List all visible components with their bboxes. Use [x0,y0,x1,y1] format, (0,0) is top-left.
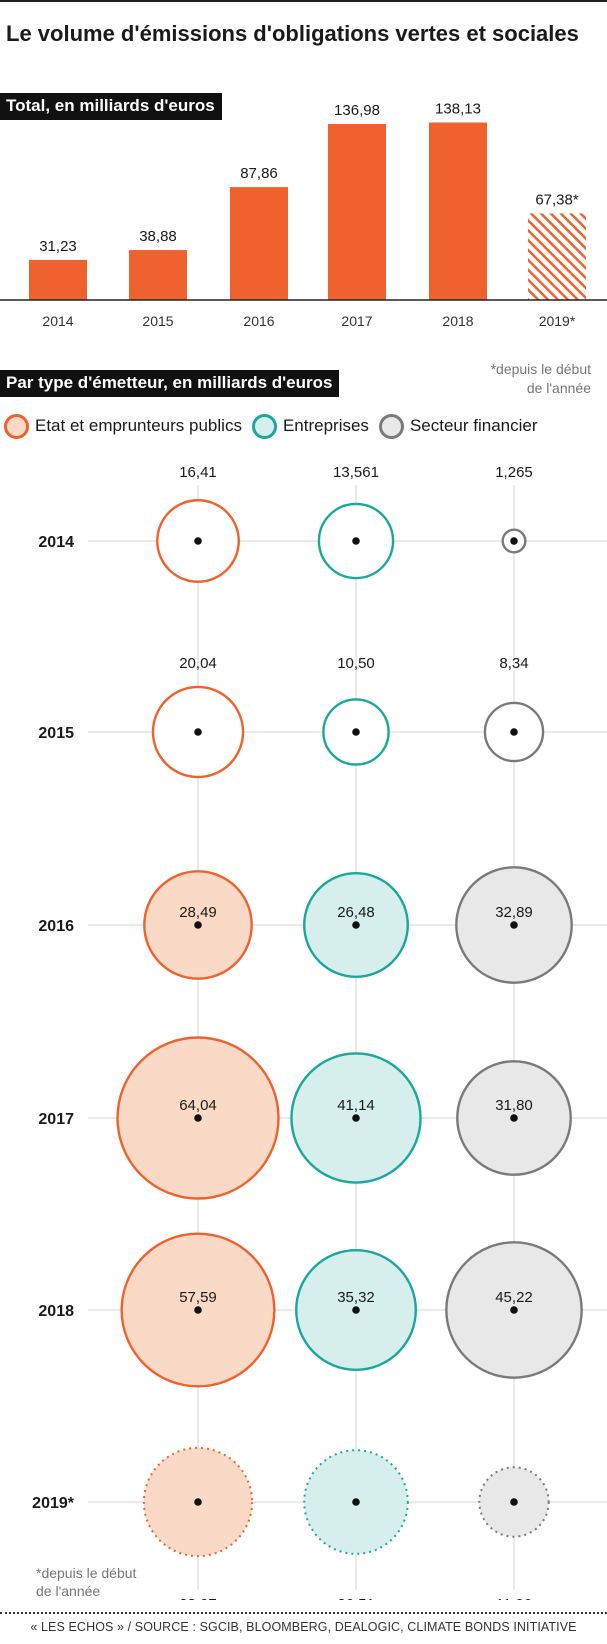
bubble-value-label: 57,59 [179,1289,217,1306]
top-rule [0,0,607,2]
legend-label-financial: Secteur financier [409,416,538,435]
source-footer: « LES ECHOS » / SOURCE : SGCIB, BLOOMBER… [30,1620,577,1634]
bubble-center-dot [510,537,518,545]
bubble-value-label: 10,50 [337,655,375,672]
bubble-center-dot [352,1306,360,1314]
bubble-value-label: 26,51 [337,1596,375,1600]
bubble-center-dot [194,537,202,545]
bar-2016 [230,187,288,300]
row-year-label: 2019* [32,1495,75,1512]
bar-category-label: 2014 [42,313,73,329]
bar-2015 [129,250,187,300]
bubble-value-label: 45,22 [495,1289,533,1306]
bubble-value-label: 20,04 [179,655,217,672]
bar-value-label: 38,88 [139,228,177,245]
row-year-label: 2017 [38,1111,74,1128]
bar-value-label: 136,98 [334,102,380,119]
row-year-label: 2014 [38,534,74,551]
bubble-center-dot [510,1114,518,1122]
note-top-line-1: *depuis le début [490,361,591,377]
bubble-center-dot [510,1498,518,1506]
note-bottom-line-1: *depuis le début [36,1565,137,1581]
bar-value-label: 31,23 [39,238,77,255]
bar-value-label: 87,86 [240,165,278,182]
bubble-center-dot [352,1114,360,1122]
note-top-line-2: de l'année [526,380,591,396]
issuer-bubble-chart: 2014 16,41 13,561 1,265 2015 20,04 10,50 8,34 20… [32,464,607,1600]
bar-2018 [429,122,487,300]
bubble-center-dot [352,537,360,545]
bubble-value-label: 11,90 [496,1596,532,1600]
bubble-value-label: 16,41 [179,464,217,481]
total-bar-chart: 31,23 2014 38,88 2015 87,86 2016 136,98 2017 138… [0,101,607,329]
bar-category-label: 2018 [442,313,473,329]
bar-category-label: 2016 [243,313,274,329]
note-bottom-line-2: de l'année [36,1583,101,1599]
bar-category-label: 2019* [539,313,576,329]
bubble-value-label: 13,561 [333,464,379,481]
legend-item-companies: Entreprises [251,413,369,439]
row-year-label: 2015 [38,725,74,742]
bubble-center-dot [194,728,202,736]
legend-item-financial: Secteur financier [378,413,538,439]
bubble-value-label: 26,48 [337,904,375,921]
legend-item-public: Etat et emprunteurs publics [4,413,242,439]
note-partial-year-top: *depuis le début de l'année [491,360,591,398]
legend-swatch-public [4,413,29,439]
bubble-center-dot [194,1114,202,1122]
bar-category-label: 2017 [341,313,372,329]
bubble-center-dot [510,921,518,929]
page-title: Le volume d'émissions d'obligations vert… [6,21,579,46]
legend: Etat et emprunteurs publics Entreprises … [4,411,548,441]
bubble-value-label: 31,80 [495,1097,533,1114]
bubble-center-dot [352,728,360,736]
bubble-value-label: 1,265 [495,464,533,481]
bubble-center-dot [510,728,518,736]
bar-chart-label: Total, en milliards d'euros [0,93,222,120]
footer-rule [0,1612,607,1614]
bar-2019-partial [528,213,586,300]
bar-category-label: 2015 [142,313,173,329]
bubble-center-dot [194,1498,202,1506]
legend-swatch-companies [251,413,277,439]
bubble-value-label: 35,32 [337,1289,375,1306]
bubble-center-dot [194,921,202,929]
bubble-value-label: 28,97 [179,1596,217,1600]
bubble-center-dot [510,1306,518,1314]
bubble-center-dot [352,1498,360,1506]
bar-value-label: 138,13 [435,101,481,118]
bubble-center-dot [194,1306,202,1314]
bar-2017 [328,123,386,300]
note-partial-year-bottom: *depuis le début de l'année [36,1564,136,1600]
bar-2014 [29,259,87,300]
bubble-center-dot [352,921,360,929]
bubble-value-label: 41,14 [337,1097,375,1114]
bar-value-label: 67,38* [535,191,579,208]
legend-swatch-financial [378,413,404,439]
bubble-value-label: 28,49 [179,904,217,921]
bubble-value-label: 32,89 [495,904,533,921]
legend-label-public: Etat et emprunteurs publics [35,416,242,435]
row-year-label: 2018 [38,1303,74,1320]
row-year-label: 2016 [38,918,74,935]
legend-label-companies: Entreprises [282,416,369,435]
bubble-value-label: 8,34 [499,655,528,672]
bubble-value-label: 64,04 [179,1097,217,1114]
bubble-chart-label: Par type d'émetteur, en milliards d'euro… [0,370,340,397]
